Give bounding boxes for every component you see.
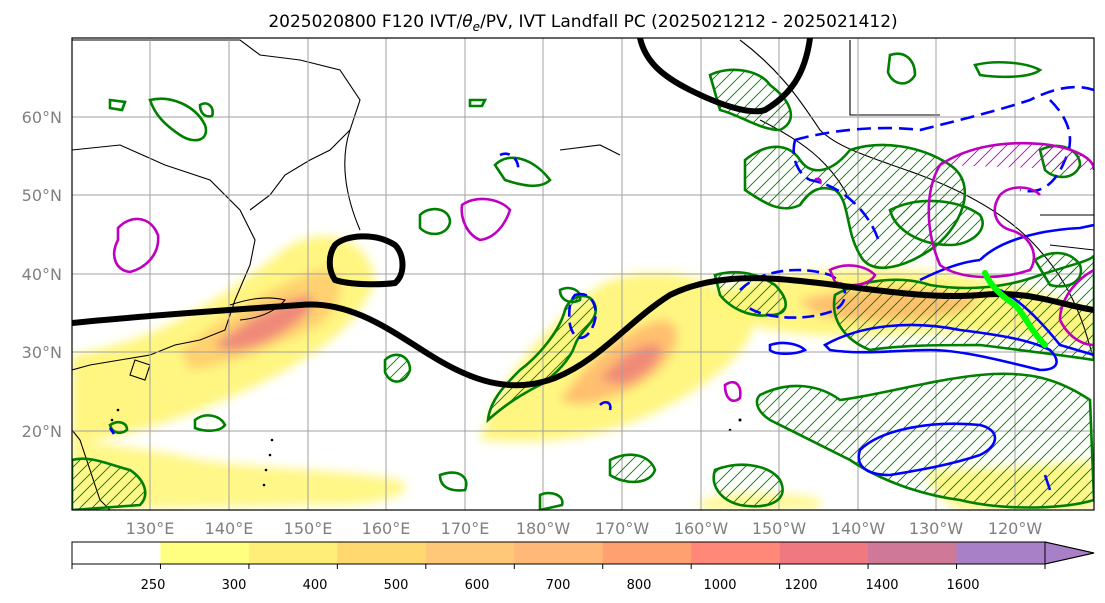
islands (110, 408, 742, 487)
lon-label: 140°W (831, 519, 886, 538)
lat-label: 30°N (22, 343, 62, 362)
ivt-pc-positive-contours (72, 68, 1094, 510)
colorbar-label: 700 (546, 578, 571, 593)
lon-label: 170°E (441, 519, 490, 538)
lon-label: 160°W (674, 519, 729, 538)
map-frame (71, 37, 1095, 511)
lon-label: 130°W (909, 519, 964, 538)
colorbar-segment (160, 542, 250, 564)
colorbar-label: 500 (384, 578, 409, 593)
colorbar-segment (779, 542, 869, 564)
lon-label: 180°W (516, 519, 571, 538)
lon-label: 130°E (126, 519, 175, 538)
colorbar-frame (71, 541, 1095, 565)
colorbar-segment (956, 542, 1046, 564)
map-title: 2025020800 F120 IVT/θe/PV, IVT Landfall … (268, 12, 897, 34)
lon-label: 150°E (284, 519, 333, 538)
lon-label: 160°E (362, 519, 411, 538)
lon-label: 170°W (595, 519, 650, 538)
colorbar-labels: 250 300 400 500 600 700 800 1000 1200 14… (141, 578, 980, 593)
colorbar-ticks (71, 564, 1046, 569)
colorbar-label: 1400 (865, 578, 898, 593)
colorbar-label: 300 (222, 578, 247, 593)
ivt-pc-negative-contours (108, 85, 1094, 491)
longitude-labels: 130°E 140°E 150°E 160°E 170°E 180°W 170°… (126, 519, 1043, 538)
latitude-labels: 60°N 50°N 40°N 30°N 20°N (22, 108, 62, 441)
lon-label: 150°W (752, 519, 807, 538)
colorbar-label: 1000 (703, 578, 736, 593)
colorbar-segments (72, 542, 1046, 564)
lat-label: 20°N (22, 422, 62, 441)
colorbar-label: 1600 (946, 578, 979, 593)
colorbar-segment (425, 542, 515, 564)
lon-label: 140°E (205, 519, 254, 538)
colorbar-label: 250 (141, 578, 166, 593)
pv-contours (72, 38, 1094, 389)
colorbar-segment (514, 542, 604, 564)
lon-label: 120°W (988, 519, 1043, 538)
colorbar-label: 400 (303, 578, 328, 593)
colorbar-label: 600 (465, 578, 490, 593)
colorbar-segment (72, 542, 161, 564)
colorbar: 250 300 400 500 600 700 800 1000 1200 14… (71, 541, 1095, 593)
colorbar-segment (868, 542, 958, 564)
lat-label: 50°N (22, 186, 62, 205)
lat-label: 60°N (22, 108, 62, 127)
colorbar-label: 1200 (784, 578, 817, 593)
colorbar-extend-arrow (1044, 541, 1095, 565)
theta-e-contours (113, 141, 1094, 403)
colorbar-label: 800 (627, 578, 652, 593)
landfall-line (982, 270, 1048, 348)
colorbar-segment (691, 542, 781, 564)
colorbar-segment (248, 542, 338, 564)
colorbar-segment (602, 542, 692, 564)
colorbar-segment (337, 542, 427, 564)
ivt-pc-positive-outlines (108, 52, 1043, 510)
map-area (72, 38, 1094, 510)
lat-label: 40°N (22, 265, 62, 284)
